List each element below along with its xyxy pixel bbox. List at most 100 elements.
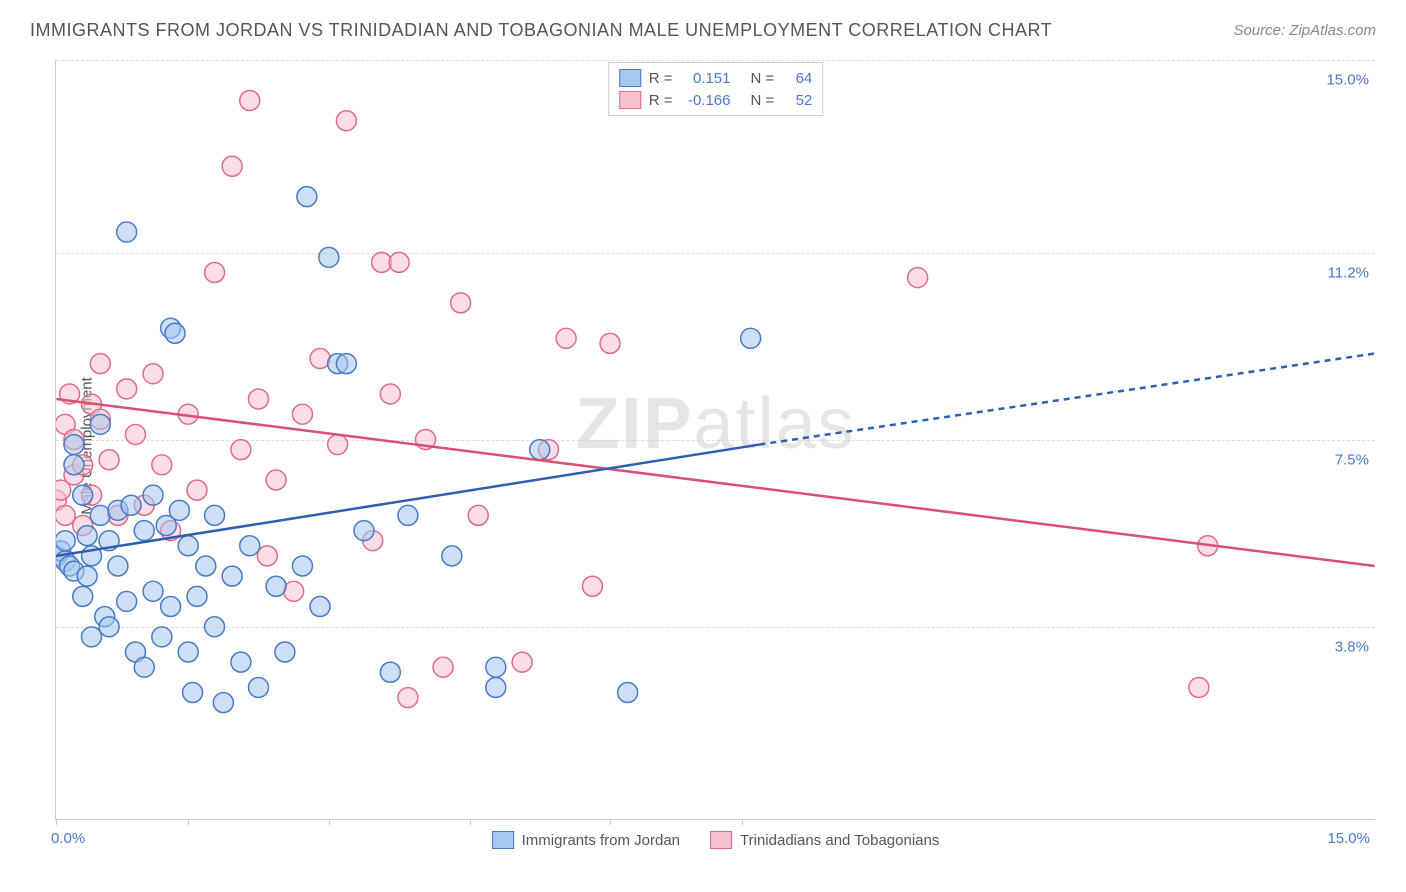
legend-n-label: N = <box>751 92 775 109</box>
data-point <box>336 111 356 131</box>
data-point <box>266 470 286 490</box>
x-tick-mark <box>329 819 330 825</box>
data-point <box>556 328 576 348</box>
data-point <box>266 576 286 596</box>
legend-series-item: Immigrants from Jordan <box>492 831 680 849</box>
legend-r-value: 0.151 <box>681 70 731 87</box>
data-point <box>134 657 154 677</box>
data-point <box>908 268 928 288</box>
data-point <box>310 596 330 616</box>
legend-series-label: Trinidadians and Tobagonians <box>740 832 939 849</box>
data-point <box>196 556 216 576</box>
data-point <box>161 596 181 616</box>
data-point <box>117 222 137 242</box>
data-point <box>512 652 532 672</box>
data-point <box>486 677 506 697</box>
data-point <box>398 505 418 525</box>
data-point <box>741 328 761 348</box>
data-point <box>143 581 163 601</box>
x-tick-mark <box>56 819 57 825</box>
data-point <box>284 581 304 601</box>
data-point <box>328 435 348 455</box>
legend-stats-row: R =-0.166N =52 <box>619 89 813 111</box>
data-point <box>618 683 638 703</box>
source-attribution: Source: ZipAtlas.com <box>1233 22 1376 39</box>
data-point <box>222 566 242 586</box>
data-point <box>222 156 242 176</box>
data-point <box>108 556 128 576</box>
data-point <box>73 586 93 606</box>
data-point <box>231 652 251 672</box>
data-point <box>468 505 488 525</box>
data-point <box>134 521 154 541</box>
data-point <box>292 404 312 424</box>
data-point <box>90 414 110 434</box>
regression-line <box>759 353 1374 444</box>
data-point <box>486 657 506 677</box>
data-point <box>183 683 203 703</box>
data-point <box>90 354 110 374</box>
data-point <box>117 379 137 399</box>
x-tick-max: 15.0% <box>1327 830 1370 847</box>
data-point <box>73 485 93 505</box>
legend-swatch <box>710 831 732 849</box>
data-point <box>240 536 260 556</box>
legend-n-value: 64 <box>782 70 812 87</box>
data-point <box>213 693 233 713</box>
legend-swatch <box>492 831 514 849</box>
data-point <box>178 536 198 556</box>
data-point <box>152 627 172 647</box>
data-point <box>56 505 75 525</box>
data-point <box>257 546 277 566</box>
x-tick-mark <box>188 819 189 825</box>
data-point <box>90 505 110 525</box>
data-point <box>143 364 163 384</box>
data-point <box>165 323 185 343</box>
legend-r-label: R = <box>649 70 673 87</box>
data-point <box>297 187 317 207</box>
data-point <box>249 677 269 697</box>
data-point <box>82 627 102 647</box>
legend-swatch <box>619 69 641 87</box>
x-tick-mark <box>470 819 471 825</box>
data-point <box>530 440 550 460</box>
data-point <box>205 263 225 283</box>
legend-series-label: Immigrants from Jordan <box>522 832 680 849</box>
data-point <box>600 333 620 353</box>
data-point <box>582 576 602 596</box>
x-tick-mark <box>742 819 743 825</box>
data-point <box>99 617 119 637</box>
legend-n-value: 52 <box>782 92 812 109</box>
legend-swatch <box>619 91 641 109</box>
data-point <box>125 424 145 444</box>
data-point <box>451 293 471 313</box>
data-point <box>310 349 330 369</box>
data-point <box>380 384 400 404</box>
data-point <box>240 90 260 110</box>
data-point <box>56 531 75 551</box>
data-point <box>152 455 172 475</box>
legend-series-item: Trinidadians and Tobagonians <box>710 831 939 849</box>
data-point <box>249 389 269 409</box>
legend-stats-row: R = 0.151 N = 64 <box>619 67 813 89</box>
data-point <box>99 450 119 470</box>
data-point <box>77 526 97 546</box>
data-point <box>121 495 141 515</box>
plot-area: ZIPatlas R =0.151N =64R =-0.166N =52 0.0… <box>55 60 1375 820</box>
legend-n-label: N = <box>751 70 775 87</box>
legend-series: Immigrants from Jordan Trinidadians and T… <box>492 831 940 849</box>
data-point <box>442 546 462 566</box>
data-point <box>77 566 97 586</box>
data-point <box>187 480 207 500</box>
data-point <box>117 591 137 611</box>
data-point <box>64 455 84 475</box>
data-point <box>205 505 225 525</box>
x-tick-min: 0.0% <box>51 830 85 847</box>
data-point <box>292 556 312 576</box>
data-point <box>398 688 418 708</box>
data-point <box>389 252 409 272</box>
data-point <box>336 354 356 374</box>
legend-stats: R =0.151N =64R =-0.166N =52 <box>608 62 824 116</box>
data-point <box>169 500 189 520</box>
data-point <box>187 586 207 606</box>
